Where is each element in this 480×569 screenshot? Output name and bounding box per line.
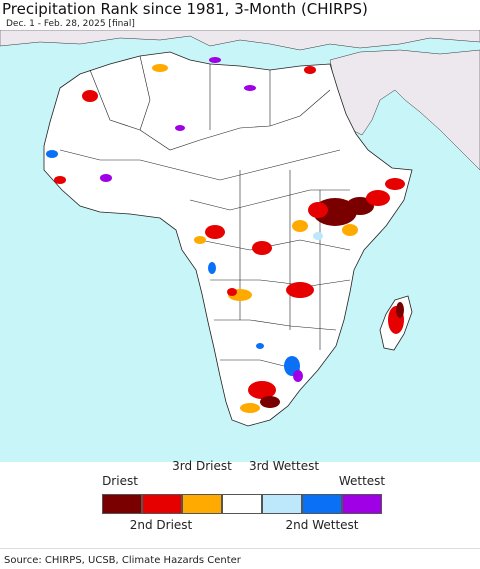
legend-label-2nd-driest: 2nd Driest xyxy=(129,518,193,532)
legend: Driest 3rd Driest 3rd Wettest Wettest 2n… xyxy=(0,459,480,548)
legend-swatch-2nd-driest xyxy=(142,494,182,514)
legend-label-3rd-driest: 3rd Driest xyxy=(172,459,232,473)
source-credit: Source: CHIRPS, UCSB, Climate Hazards Ce… xyxy=(4,555,241,566)
africa-precipitation-map xyxy=(0,29,480,462)
legend-label-2nd-wettest: 2nd Wettest xyxy=(285,518,359,532)
legend-label-driest: Driest xyxy=(102,474,138,488)
legend-swatch-3rd-wettest xyxy=(262,494,302,514)
legend-swatch-2nd-wettest xyxy=(302,494,342,514)
footer-divider xyxy=(0,548,480,549)
legend-swatch-wettest xyxy=(342,494,382,514)
wet-anomaly-patches xyxy=(46,57,323,382)
legend-label-3rd-wettest: 3rd Wettest xyxy=(248,459,320,473)
europe-landmass xyxy=(0,29,480,51)
dry-anomaly-patches xyxy=(54,64,405,413)
map-title: Precipitation Rank since 1981, 3-Month (… xyxy=(2,0,368,18)
legend-label-wettest: Wettest xyxy=(338,474,386,488)
legend-swatch-3rd-driest xyxy=(182,494,222,514)
legend-swatch-normal xyxy=(222,494,262,514)
legend-swatch-driest xyxy=(102,494,142,514)
country-borders xyxy=(59,55,351,371)
map-subtitle: Dec. 1 - Feb. 28, 2025 [final] xyxy=(6,19,135,29)
